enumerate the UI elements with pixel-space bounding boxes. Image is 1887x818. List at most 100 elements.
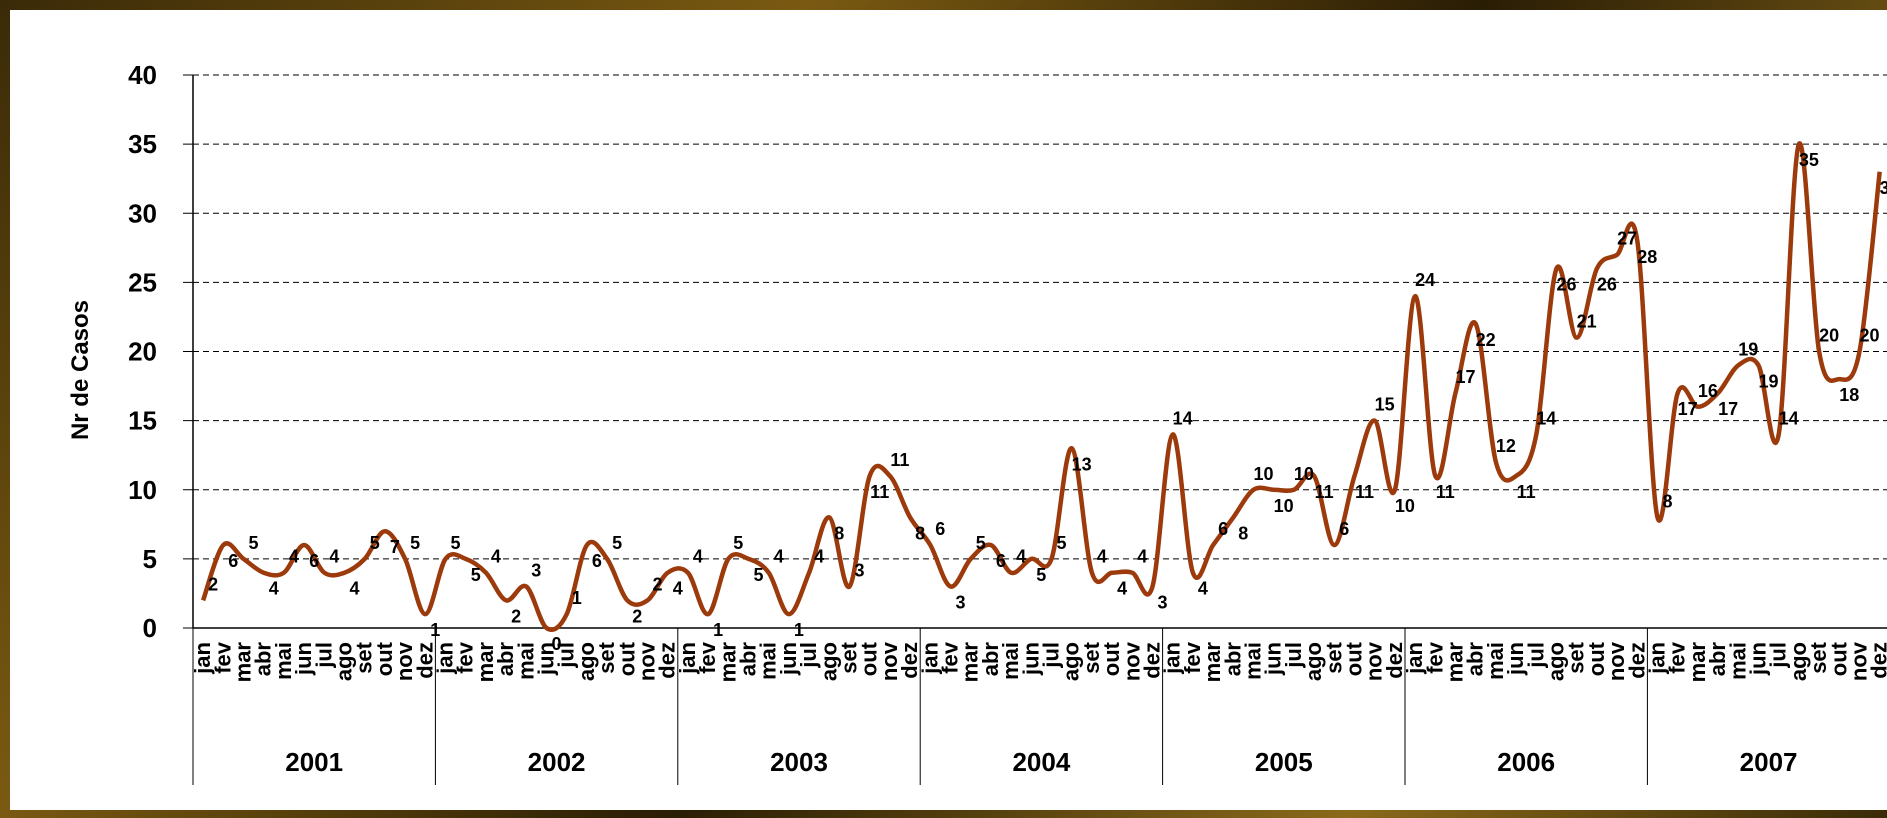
x-tick-label: jul <box>1523 642 1548 669</box>
data-label: 4 <box>1137 547 1147 567</box>
data-label: 14 <box>1779 408 1799 428</box>
data-label: 5 <box>248 533 258 553</box>
data-label: 26 <box>1556 275 1576 295</box>
data-label: 17 <box>1718 399 1738 419</box>
data-label: 3 <box>1157 593 1167 613</box>
data-label: 5 <box>410 533 420 553</box>
x-tick-label: mar <box>231 642 256 683</box>
x-tick-label: dez <box>1140 642 1165 679</box>
x-tick-label: ago <box>1059 642 1084 681</box>
x-tick-label: set <box>352 641 377 673</box>
year-label: 2007 <box>1740 747 1798 777</box>
data-label: 4 <box>349 579 359 599</box>
x-tick-label: jun <box>1018 642 1043 676</box>
x-tick-label: nov <box>1604 641 1629 681</box>
x-tick-label: mar <box>1443 642 1468 683</box>
data-label: 21 <box>1577 312 1597 332</box>
x-tick-label: set <box>1806 641 1831 673</box>
x-tick-label: mai <box>513 642 538 680</box>
data-label: 3 <box>955 593 965 613</box>
data-label: 8 <box>834 523 844 543</box>
data-label: 7 <box>390 537 400 557</box>
x-tick-label: mai <box>271 642 296 680</box>
y-tick-label: 25 <box>128 267 157 297</box>
x-tick-label: out <box>372 641 397 676</box>
x-tick-label: ago <box>1544 642 1569 681</box>
x-tick-label: mai <box>998 642 1023 680</box>
data-label: 27 <box>1617 229 1637 249</box>
data-label: 5 <box>370 533 380 553</box>
x-tick-label: abr <box>1463 642 1488 677</box>
x-tick-label: set <box>1321 641 1346 673</box>
data-line <box>200 141 1882 632</box>
x-tick-label: ago <box>1301 642 1326 681</box>
x-tick-label: nov <box>1362 641 1387 681</box>
data-label: 2 <box>208 574 218 594</box>
x-tick-label: out <box>614 641 639 676</box>
data-label: 13 <box>1072 454 1092 474</box>
data-label: 14 <box>1536 408 1556 428</box>
x-tick-label: ago <box>574 642 599 681</box>
data-label: 8 <box>915 523 925 543</box>
data-label: 4 <box>1117 579 1127 599</box>
x-tick-label: mar <box>1200 642 1225 683</box>
x-tick-label: dez <box>1624 642 1649 679</box>
data-label: 4 <box>289 547 299 567</box>
y-tick-label: 30 <box>128 198 157 228</box>
y-tick-label: 40 <box>128 60 157 90</box>
x-tick-label: nov <box>1847 641 1872 681</box>
data-label: 2 <box>511 606 521 626</box>
data-label: 4 <box>491 547 501 567</box>
data-label: 2 <box>632 606 642 626</box>
data-label: 6 <box>1218 519 1228 539</box>
data-label: 16 <box>1698 381 1718 401</box>
data-label: 4 <box>673 579 683 599</box>
y-tick-label: 10 <box>128 475 157 505</box>
data-label: 19 <box>1758 371 1778 391</box>
y-tick-label: 20 <box>128 337 157 367</box>
data-label: 3 <box>854 561 864 581</box>
year-label: 2001 <box>285 747 343 777</box>
x-tick-label: nov <box>392 641 417 681</box>
x-tick-label: nov <box>635 641 660 681</box>
x-tick-label: jan <box>1160 642 1185 675</box>
y-tick-label: 15 <box>128 406 157 436</box>
y-tick-label: 5 <box>143 544 157 574</box>
data-label: 5 <box>612 533 622 553</box>
data-label: 5 <box>753 565 763 585</box>
data-label: 11 <box>1517 482 1536 502</box>
x-tick-label: jan <box>1645 642 1670 675</box>
x-tick-label: jun <box>1746 642 1771 676</box>
data-label: 6 <box>996 551 1006 571</box>
x-tick-label: jul <box>1039 642 1064 669</box>
data-label: 4 <box>269 579 279 599</box>
x-tick-label: set <box>594 641 619 673</box>
data-label: 4 <box>1198 579 1208 599</box>
data-label: 4 <box>693 547 703 567</box>
x-tick-label: nov <box>1119 641 1144 681</box>
x-tick-label: dez <box>1382 642 1407 679</box>
data-label: 1 <box>794 620 804 640</box>
y-axis-label: Nr de Casos <box>67 300 94 440</box>
data-label: 5 <box>450 533 460 553</box>
x-tick-label: out <box>1342 641 1367 676</box>
x-tick-label: fev <box>695 641 720 674</box>
data-label: 14 <box>1173 408 1193 428</box>
data-label: 6 <box>1339 519 1349 539</box>
year-label: 2006 <box>1497 747 1555 777</box>
data-label: 1 <box>572 588 582 608</box>
data-label: 10 <box>1274 496 1294 516</box>
x-tick-label: out <box>1826 641 1851 676</box>
x-tick-label: jan <box>917 642 942 675</box>
x-tick-label: abr <box>251 642 276 677</box>
x-tick-label: abr <box>736 642 761 677</box>
data-label: 11 <box>1355 482 1374 502</box>
year-label: 2005 <box>1255 747 1313 777</box>
x-tick-label: jan <box>433 642 458 675</box>
x-tick-label: mar <box>715 642 740 683</box>
data-label: 4 <box>814 547 824 567</box>
data-label: 33 <box>1880 178 1887 198</box>
data-label: 12 <box>1496 436 1516 456</box>
year-label: 2002 <box>528 747 586 777</box>
